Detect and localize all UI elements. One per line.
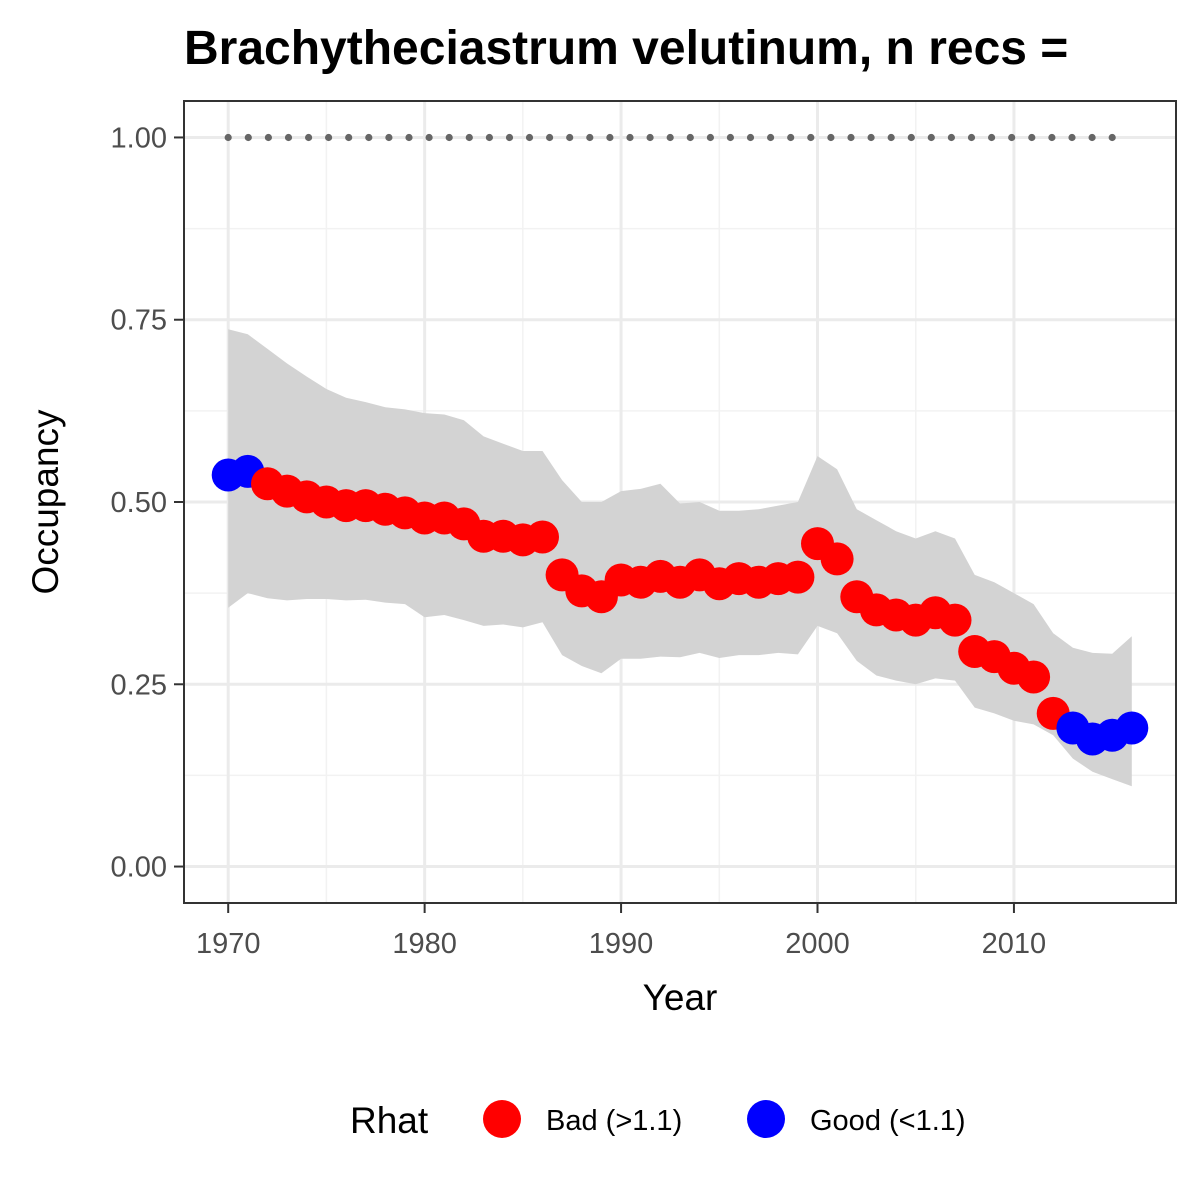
- reference-dot: [506, 134, 513, 141]
- reference-dot: [245, 134, 252, 141]
- reference-dot: [606, 134, 613, 141]
- reference-dot: [1028, 134, 1035, 141]
- y-tick-label: 0.25: [111, 669, 167, 701]
- x-tick-label: 1980: [392, 928, 457, 960]
- y-tick-label: 0.50: [111, 487, 167, 519]
- x-tick-label: 2010: [982, 928, 1047, 960]
- reference-dot: [787, 134, 794, 141]
- legend-key-good: [747, 1100, 785, 1138]
- reference-dot: [586, 134, 593, 141]
- y-tick-label: 1.00: [111, 122, 167, 154]
- legend-key-bad: [483, 1100, 521, 1138]
- reference-dot: [486, 134, 493, 141]
- reference-dot: [1008, 134, 1015, 141]
- x-tick-label: 2000: [785, 928, 850, 960]
- point-bad-rhat: [821, 542, 854, 575]
- y-tick-label: 0.00: [111, 852, 167, 884]
- reference-dot: [827, 134, 834, 141]
- reference-dot: [988, 134, 995, 141]
- reference-dot: [888, 134, 895, 141]
- reference-dot: [325, 134, 332, 141]
- reference-dot: [626, 134, 633, 141]
- x-axis-title: Year: [643, 977, 718, 1018]
- reference-dot: [526, 134, 533, 141]
- reference-dot: [1068, 134, 1075, 141]
- reference-dot: [747, 134, 754, 141]
- reference-dot: [446, 134, 453, 141]
- reference-dot: [265, 134, 272, 141]
- legend-label-bad: Bad (>1.1): [546, 1105, 682, 1137]
- reference-dot: [225, 134, 232, 141]
- reference-dot: [566, 134, 573, 141]
- point-bad-rhat: [781, 561, 814, 594]
- legend-label-good: Good (<1.1): [810, 1105, 966, 1137]
- point-bad-rhat: [1017, 661, 1050, 694]
- legend: Rhat Bad (>1.1) Good (<1.1): [350, 1100, 966, 1141]
- x-tick-label: 1990: [589, 928, 654, 960]
- reference-dot: [1048, 134, 1055, 141]
- reference-dot: [908, 134, 915, 141]
- reference-dot: [647, 134, 654, 141]
- reference-dot: [968, 134, 975, 141]
- reference-dot: [847, 134, 854, 141]
- reference-dot: [405, 134, 412, 141]
- reference-dot: [928, 134, 935, 141]
- x-tick-label: 1970: [196, 928, 261, 960]
- legend-title: Rhat: [350, 1100, 429, 1141]
- reference-dot: [727, 134, 734, 141]
- reference-dot: [365, 134, 372, 141]
- point-bad-rhat: [939, 604, 972, 637]
- reference-dot: [1089, 134, 1096, 141]
- reference-dot: [285, 134, 292, 141]
- reference-dot: [948, 134, 955, 141]
- reference-dot: [687, 134, 694, 141]
- reference-dot: [667, 134, 674, 141]
- reference-dot: [767, 134, 774, 141]
- reference-dot: [1109, 134, 1116, 141]
- reference-dot: [546, 134, 553, 141]
- point-good-rhat: [1115, 712, 1148, 745]
- y-tick-label: 0.75: [111, 305, 167, 337]
- y-axis-title: Occupancy: [25, 409, 66, 595]
- reference-dot: [426, 134, 433, 141]
- reference-dot: [707, 134, 714, 141]
- reference-dot: [868, 134, 875, 141]
- reference-dot: [345, 134, 352, 141]
- chart-title: Brachytheciastrum velutinum, n recs =: [184, 22, 1068, 75]
- reference-dot: [466, 134, 473, 141]
- reference-dot: [305, 134, 312, 141]
- reference-dot: [807, 134, 814, 141]
- point-bad-rhat: [526, 521, 559, 554]
- reference-dot: [385, 134, 392, 141]
